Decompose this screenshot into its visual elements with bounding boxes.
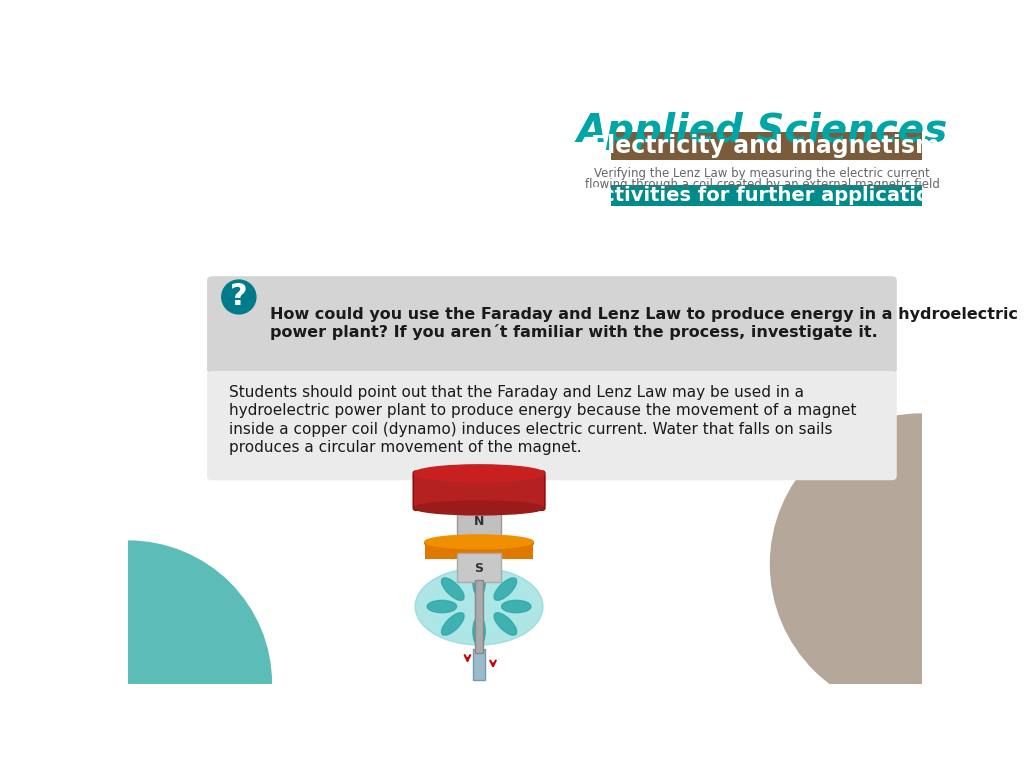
- FancyBboxPatch shape: [425, 542, 534, 559]
- Text: Applied Sciences: Applied Sciences: [577, 111, 947, 150]
- Ellipse shape: [427, 601, 457, 613]
- Ellipse shape: [425, 535, 534, 549]
- Ellipse shape: [441, 613, 464, 635]
- Wedge shape: [128, 541, 271, 684]
- Text: N: N: [474, 515, 484, 528]
- Ellipse shape: [425, 537, 534, 551]
- Text: produces a circular movement of the magnet.: produces a circular movement of the magn…: [228, 440, 582, 455]
- Ellipse shape: [429, 578, 529, 635]
- FancyBboxPatch shape: [414, 471, 545, 510]
- Ellipse shape: [441, 578, 464, 601]
- Ellipse shape: [415, 568, 543, 645]
- Ellipse shape: [495, 578, 517, 601]
- Ellipse shape: [473, 617, 485, 646]
- Text: ?: ?: [230, 283, 248, 312]
- FancyBboxPatch shape: [207, 276, 897, 374]
- Wedge shape: [770, 414, 922, 714]
- Ellipse shape: [414, 501, 544, 515]
- Text: inside a copper coil (dynamo) induces electric current. Water that falls on sail: inside a copper coil (dynamo) induces el…: [228, 422, 833, 437]
- Ellipse shape: [495, 613, 517, 635]
- FancyBboxPatch shape: [458, 553, 501, 582]
- Bar: [611, 184, 922, 206]
- Text: Verifying the Lenz Law by measuring the electric current: Verifying the Lenz Law by measuring the …: [594, 167, 930, 180]
- Text: S: S: [474, 561, 483, 574]
- Text: Electricity and magnetism: Electricity and magnetism: [592, 134, 940, 158]
- Circle shape: [222, 280, 256, 314]
- Text: Students should point out that the Faraday and Lenz Law may be used in a: Students should point out that the Farad…: [228, 385, 804, 400]
- Text: hydroelectric power plant to produce energy because the movement of a magnet: hydroelectric power plant to produce ene…: [228, 403, 856, 419]
- Text: Activities for further application: Activities for further application: [588, 186, 943, 205]
- Text: flowing through a coil created by an external magnetic field: flowing through a coil created by an ext…: [585, 178, 939, 191]
- Ellipse shape: [414, 465, 544, 482]
- Ellipse shape: [473, 568, 485, 597]
- Bar: [611, 132, 922, 160]
- Ellipse shape: [502, 601, 531, 613]
- FancyBboxPatch shape: [207, 371, 897, 480]
- Text: power plant? If you aren´t familiar with the process, investigate it.: power plant? If you aren´t familiar with…: [270, 323, 878, 339]
- Text: How could you use the Faraday and Lenz Law to produce energy in a hydroelectric: How could you use the Faraday and Lenz L…: [270, 307, 1018, 323]
- FancyBboxPatch shape: [475, 580, 483, 653]
- FancyBboxPatch shape: [458, 505, 501, 538]
- FancyBboxPatch shape: [473, 649, 485, 680]
